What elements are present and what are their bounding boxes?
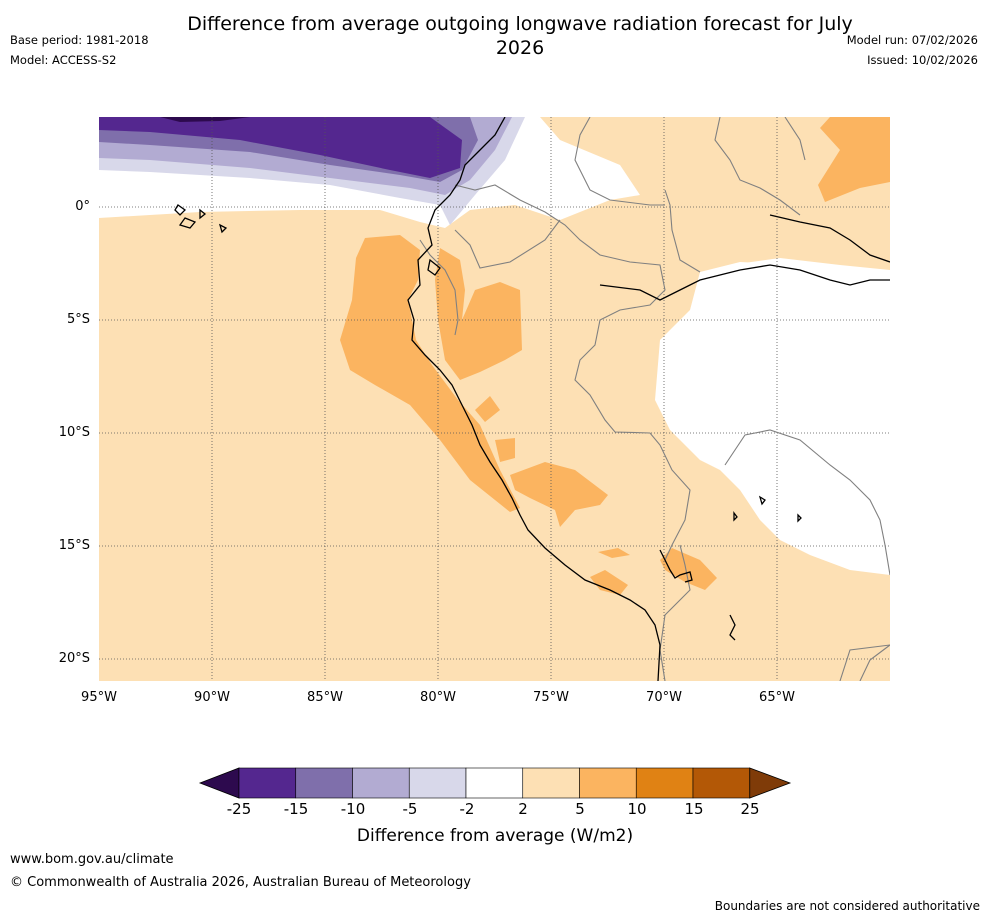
positive-region-small-4 [590, 570, 628, 595]
negative-band-5 [160, 117, 250, 122]
issued-date: Issued: 10/02/2026 [867, 53, 978, 67]
cb-tick: -25 [226, 800, 252, 818]
footer-copyright: © Commonwealth of Australia 2026, Austra… [10, 875, 471, 890]
colorbar-segment [352, 767, 410, 799]
colorbar-segment [465, 767, 524, 799]
map-title: Difference from average outgoing longwav… [187, 13, 853, 59]
lat-label-20s: 20°S [58, 651, 90, 666]
colorbar-title: Difference from average (W/m2) [356, 826, 634, 846]
colorbar-segment [238, 767, 297, 799]
meta-left: Base period: 1981-2018 Model: ACCESS-S2 [10, 30, 149, 70]
positive-region-coast [340, 235, 520, 512]
neutral-region-bolivia [655, 262, 890, 575]
cb-tick: -10 [340, 800, 366, 818]
base-period: Base period: 1981-2018 [10, 33, 149, 47]
cb-tick: -2 [459, 800, 475, 818]
lon-label-90w: 90°W [194, 690, 230, 705]
negative-band-4 [99, 117, 462, 178]
model-name: Model: ACCESS-S2 [10, 53, 117, 67]
cb-tick: 10 [627, 800, 647, 818]
lat-label-0: 0° [75, 199, 90, 214]
colorbar-segment [522, 767, 580, 799]
model-run: Model run: 07/02/2026 [846, 33, 978, 47]
footer-url: www.bom.gov.au/climate [10, 852, 174, 867]
gridlines [99, 117, 890, 681]
colorbar-extend-low [198, 767, 240, 799]
cb-tick: 5 [575, 800, 585, 818]
lat-label-15s: 15°S [58, 538, 90, 553]
positive-region-inland [435, 248, 522, 380]
lon-label-95w: 95°W [81, 690, 117, 705]
cb-tick: -15 [283, 800, 309, 818]
colorbar-segment [692, 767, 751, 799]
positive-region-small-3 [598, 548, 630, 558]
positive-region-south [510, 462, 608, 527]
lon-label-65w: 65°W [759, 690, 795, 705]
positive-region-titicaca [660, 548, 717, 590]
colorbar-segment [635, 767, 694, 799]
footer-disclaimer: Boundaries are not considered authoritat… [714, 899, 980, 913]
lon-label-75w: 75°W [533, 690, 569, 705]
cb-tick: 2 [518, 800, 528, 818]
meta-right: Model run: 07/02/2026 Issued: 10/02/2026 [847, 30, 978, 70]
lat-label-10s: 10°S [58, 425, 90, 440]
coastline [174, 117, 890, 681]
lon-label-85w: 85°W [307, 690, 343, 705]
colorbar-segment [408, 767, 467, 799]
lat-label-5s: 5°S [66, 312, 90, 327]
positive-region-north-east [818, 117, 890, 202]
colorbar [198, 767, 792, 799]
positive-region-small-2 [495, 438, 515, 462]
lon-label-70w: 70°W [646, 690, 682, 705]
cb-tick: 15 [684, 800, 704, 818]
lon-label-80w: 80°W [420, 690, 456, 705]
colorbar-extend-high [749, 767, 792, 799]
country-boundaries [419, 117, 890, 681]
cb-tick: 25 [740, 800, 760, 818]
positive-region-small-1 [475, 396, 500, 422]
colorbar-segment [579, 767, 637, 799]
colorbar-segment [295, 767, 353, 799]
cb-tick: -5 [402, 800, 418, 818]
